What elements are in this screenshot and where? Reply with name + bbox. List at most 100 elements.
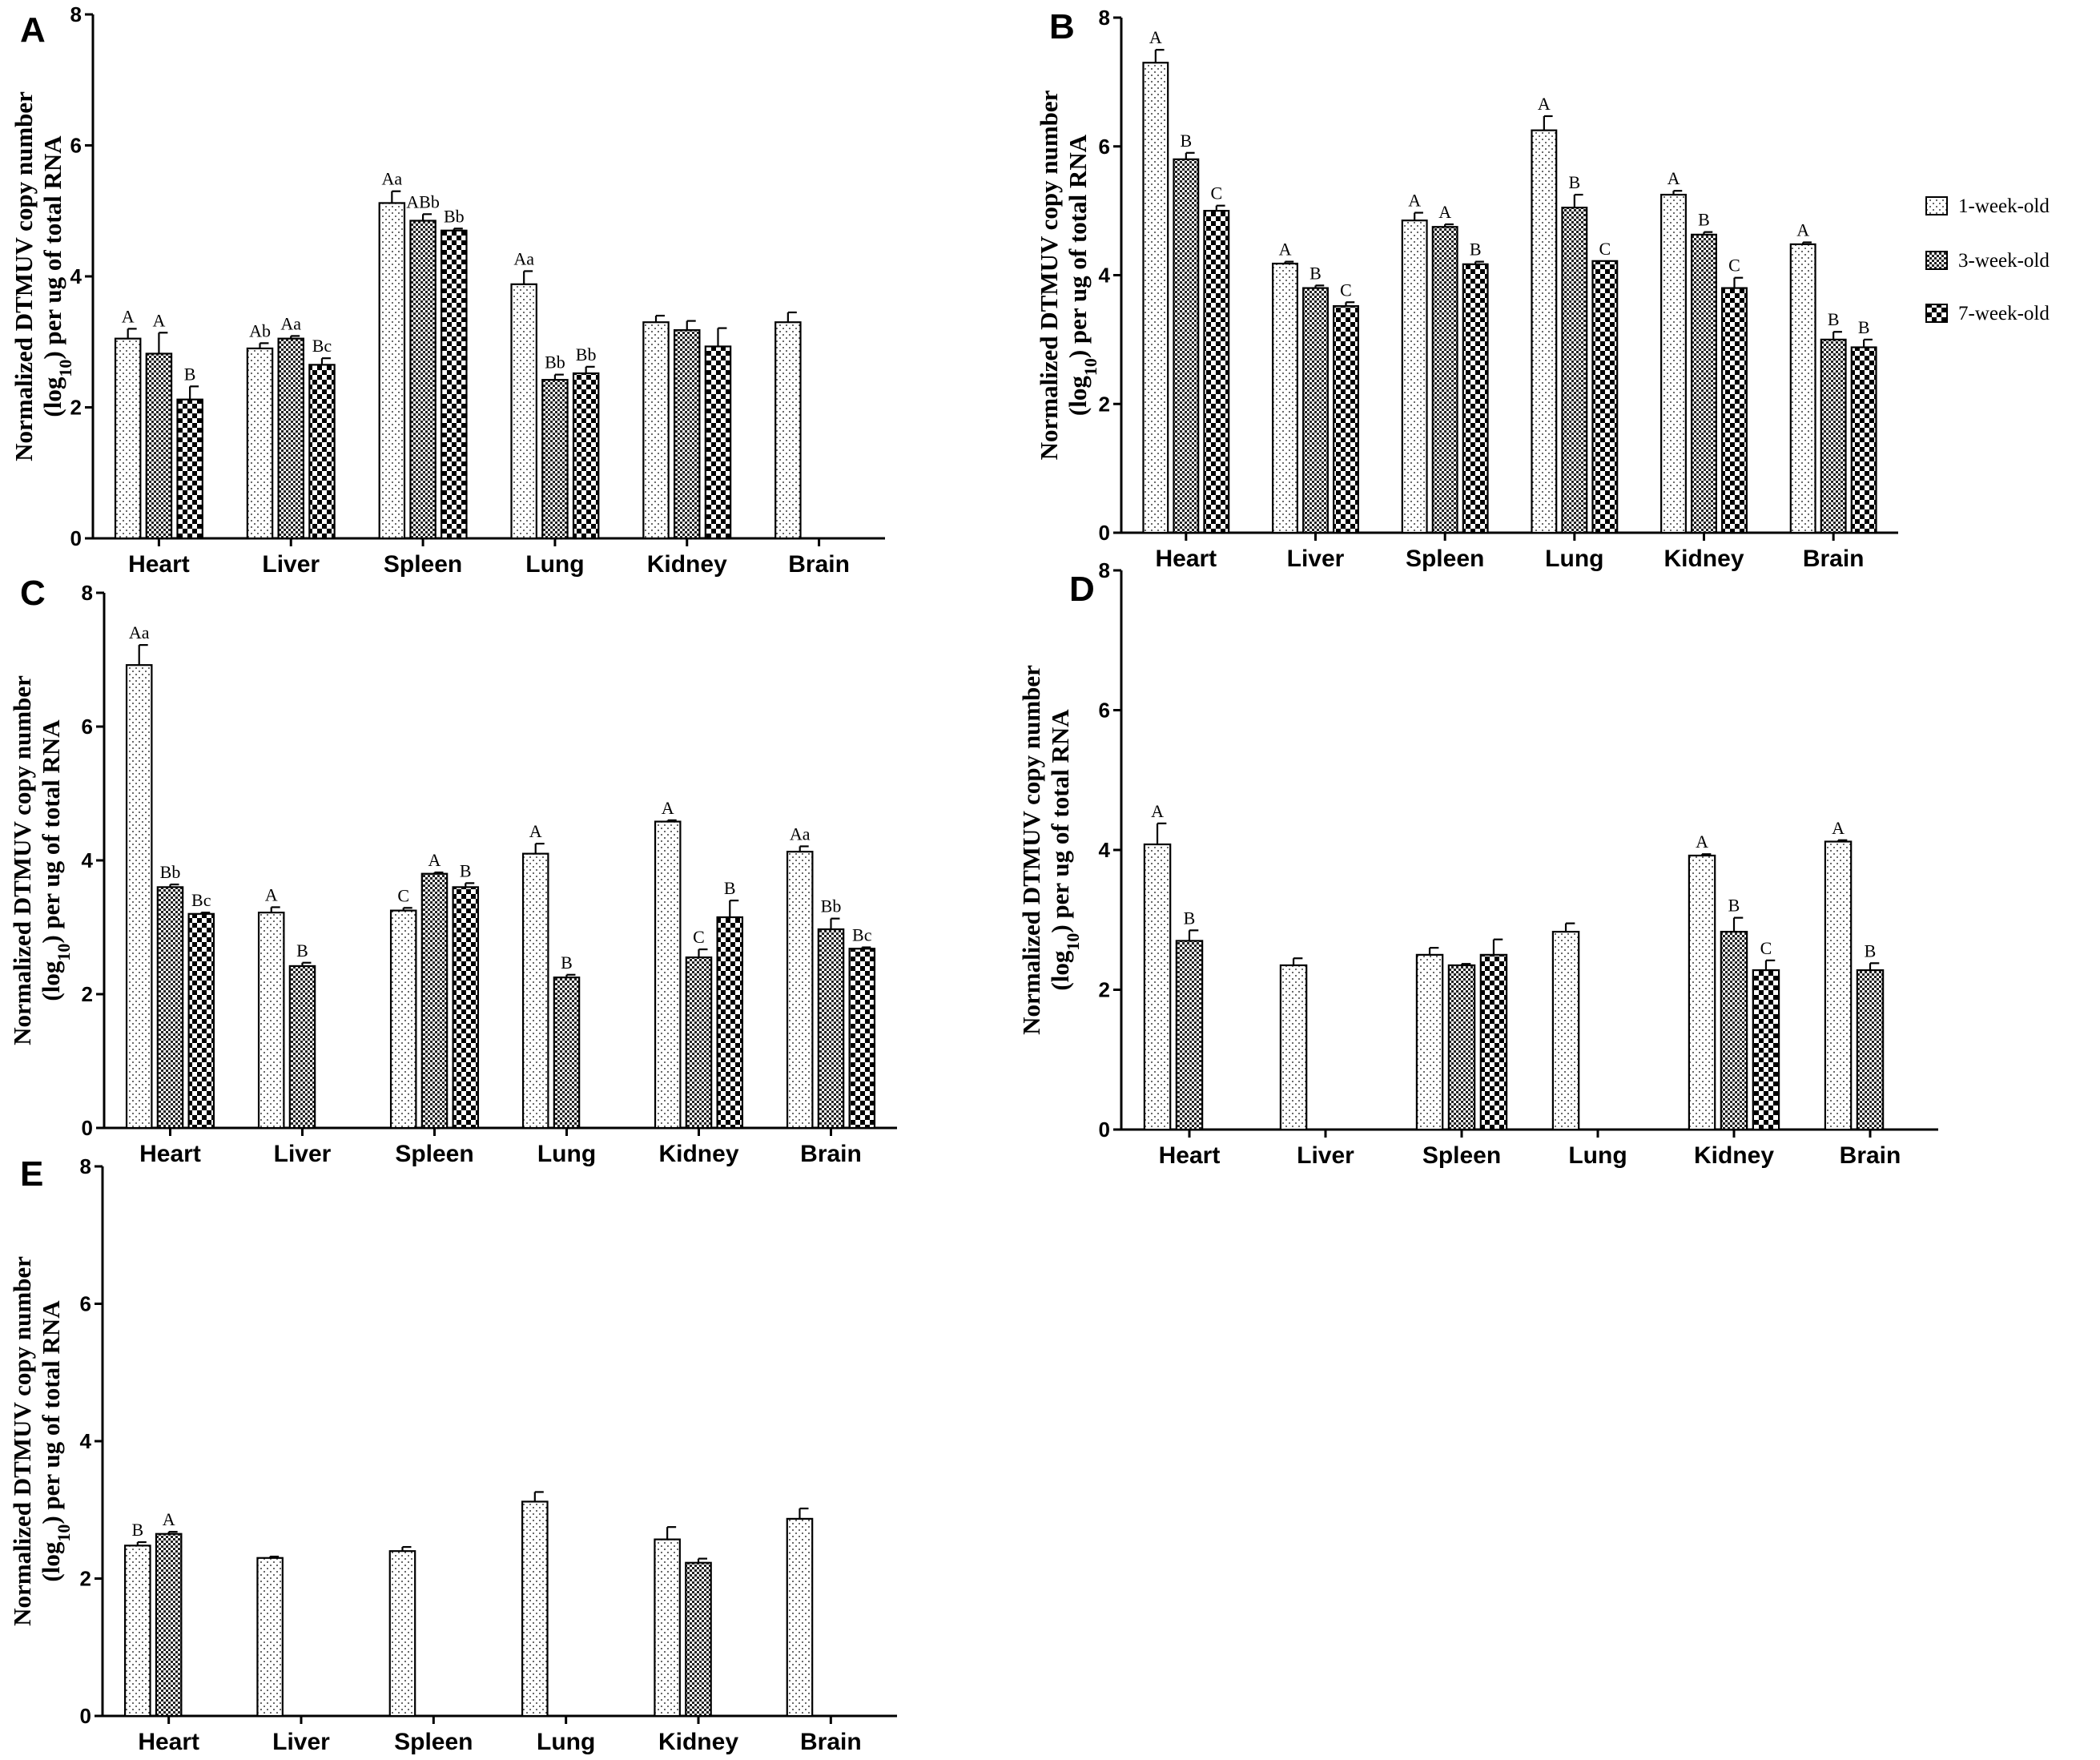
bar-1-week-old [642,321,670,540]
x-tick-label: Spleen [395,1141,473,1167]
significance-label: Aa [513,248,534,268]
significance-label: B [131,1520,143,1540]
bar-3-week-old [277,337,305,540]
legend: 1-week-old 3-week-old 7-week-old [1925,195,2050,324]
bar-1-week-old [1531,129,1558,534]
bar-1-week-old [1401,219,1428,534]
bar-7-week-old [1721,287,1748,534]
bar-1-week-old [389,909,417,1130]
x-tick-label: Spleen [1422,1142,1501,1169]
y-axis-label-line2: (log10) per ug of total RNA [38,135,75,417]
bar-1-week-old [1272,262,1298,534]
bar-3-week-old [156,886,184,1130]
y-tick-label: 4 [82,848,94,872]
significance-label: B [1180,131,1192,151]
significance-label: Aa [382,169,403,189]
y-tick-label: 2 [1099,392,1110,416]
significance-label: Bb [444,206,465,226]
significance-label: B [460,860,472,880]
x-tick-label: Spleen [384,551,462,578]
bar-1-week-old [256,1557,284,1718]
bar-1-week-old [124,1545,151,1718]
x-tick-label: Kidney [1664,546,1744,572]
bar-3-week-old [1447,964,1476,1131]
bar-3-week-old [409,219,436,540]
bar-1-week-old [125,664,153,1130]
bar-3-week-old [673,328,701,540]
bar-1-week-old [378,202,406,540]
significance-label: B [1470,240,1482,260]
significance-label: B [184,364,196,384]
panel-letter: E [20,1154,43,1194]
y-tick-label: 8 [80,1154,91,1178]
y-tick-label: 6 [1099,699,1110,723]
significance-label: A [1668,168,1680,188]
y-axis-label: Normalized DTMUV copy number [1035,90,1063,460]
significance-label: C [693,927,705,947]
legend-swatch-1 [1925,196,1948,215]
bar-7-week-old [1203,210,1230,534]
y-tick-label: 8 [1099,6,1110,30]
x-tick-label: Liver [1297,1142,1354,1169]
significance-label: Bb [576,344,597,364]
x-tick-label: Heart [1155,546,1217,572]
bar-1-week-old [786,1517,814,1718]
significance-label: Bb [821,896,842,916]
significance-label: Ab [249,320,271,340]
bar-3-week-old [553,977,581,1130]
bar-7-week-old [441,229,468,540]
y-tick-label: 2 [70,396,82,420]
significance-label: C [1210,183,1222,203]
x-tick-label: Spleen [394,1729,473,1755]
x-tick-label: Heart [138,1729,199,1755]
y-tick-label: 4 [1099,264,1111,288]
significance-label: Bc [191,890,211,910]
bar-3-week-old [1856,969,1885,1131]
x-tick-label: Heart [128,551,190,578]
significance-label: B [724,878,736,898]
x-tick-label: Liver [274,1141,332,1167]
bar-3-week-old [1175,940,1204,1131]
panel-letter: D [1069,570,1095,609]
bar-7-week-old [308,364,336,540]
bar-1-week-old [114,337,142,540]
bar-3-week-old [1691,233,1717,534]
chart-panel-e: E Normalized DTMUV copy number (log10) per… [8,1154,897,1755]
significance-label: Aa [280,313,301,333]
bar-7-week-old [452,886,480,1130]
bar-1-week-old [1789,243,1816,534]
chart-panel-d: D Normalized DTMUV copy number (log10) per… [1017,558,1938,1169]
significance-label: B [561,952,573,973]
x-tick-label: Spleen [1406,546,1484,572]
x-tick-label: Brain [800,1729,862,1755]
significance-label: A [1151,801,1164,821]
x-tick-label: Brain [1803,546,1865,572]
y-tick-label: 4 [70,264,82,288]
significance-label: B [1309,263,1322,283]
bar-7-week-old [176,398,203,540]
y-axis-label: Normalized DTMUV copy number [1017,665,1045,1035]
bar-1-week-old [1551,930,1580,1131]
panel-letter: B [1049,7,1075,46]
significance-label: A [122,306,135,326]
significance-label: Bc [312,336,332,356]
bar-1-week-old [654,820,682,1130]
bar-7-week-old [1850,346,1877,534]
bar-1-week-old [1143,843,1172,1131]
x-tick-label: Liver [1287,546,1345,572]
significance-label: B [1865,940,1877,961]
y-tick-label: 0 [70,526,82,550]
bar-1-week-old [510,283,537,540]
y-axis-label-line2: (log10) per ug of total RNA [1064,134,1100,416]
significance-label: A [529,821,542,841]
bar-1-week-old [521,852,549,1130]
bar-1-week-old [1688,854,1716,1131]
y-tick-label: 4 [80,1429,92,1453]
significance-label: B [1858,317,1870,337]
y-tick-label: 4 [1099,838,1111,862]
y-tick-label: 2 [82,982,93,1006]
y-tick-label: 8 [70,2,82,26]
significance-label: A [1832,818,1845,838]
x-tick-label: Lung [1545,546,1603,572]
chart-panel-a: A Normalized DTMUV copy number (log10) per… [10,2,885,578]
